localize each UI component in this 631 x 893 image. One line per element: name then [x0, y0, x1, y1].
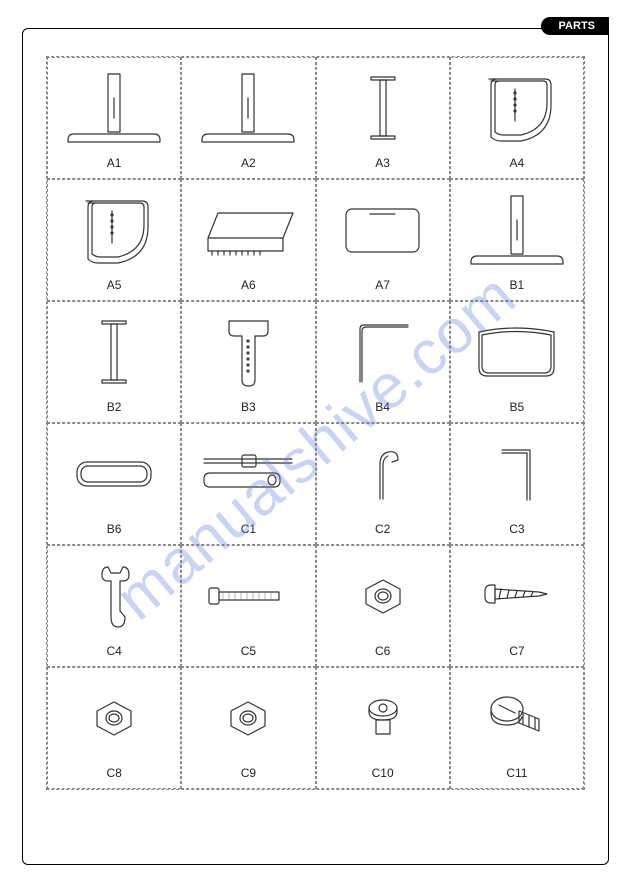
part-label: C5 — [241, 644, 256, 658]
part-label: B3 — [241, 400, 256, 414]
part-cell-c1: C1 — [181, 423, 315, 545]
part-label: B2 — [107, 400, 122, 414]
part-label: B6 — [107, 522, 122, 536]
part-cell-c11: C11 — [450, 667, 584, 789]
roundrect-icon — [321, 186, 445, 274]
bigbolt-icon — [455, 674, 579, 762]
plate-icon — [52, 430, 176, 518]
part-cell-b4: B4 — [316, 301, 450, 423]
part-cell-a2: A2 — [181, 57, 315, 179]
bolt-icon — [186, 552, 310, 640]
part-cell-c10: C10 — [316, 667, 450, 789]
part-cell-c9: C9 — [181, 667, 315, 789]
shelf-icon — [186, 186, 310, 274]
part-label: A4 — [510, 156, 525, 170]
part-cell-c7: C7 — [450, 545, 584, 667]
part-cell-a3: A3 — [316, 57, 450, 179]
part-label: C8 — [106, 766, 121, 780]
parts-tab: PARTS — [541, 17, 609, 35]
parts-grid: A1 A2 A3 A4 A5 — [46, 56, 585, 790]
part-label: C1 — [241, 522, 256, 536]
part-label: B4 — [375, 400, 390, 414]
part-cell-a7: A7 — [316, 179, 450, 301]
part-label: C4 — [106, 644, 121, 658]
tongue-icon — [186, 308, 310, 396]
part-label: C9 — [241, 766, 256, 780]
part-cell-c4: C4 — [47, 545, 181, 667]
part-label: A6 — [241, 278, 256, 292]
hexnut-icon — [321, 552, 445, 640]
tstand-icon — [52, 64, 176, 152]
part-cell-c5: C5 — [181, 545, 315, 667]
tstand-icon — [186, 64, 310, 152]
part-cell-b6: B6 — [47, 423, 181, 545]
part-label: C3 — [509, 522, 524, 536]
part-cell-a4: A4 — [450, 57, 584, 179]
part-label: C10 — [372, 766, 394, 780]
part-cell-a5: A5 — [47, 179, 181, 301]
ibeam-icon — [321, 64, 445, 152]
tstand-icon — [455, 186, 579, 274]
part-cell-b2: B2 — [47, 301, 181, 423]
sidepanel-icon — [455, 64, 579, 152]
wrench-icon — [52, 552, 176, 640]
board-icon — [455, 308, 579, 396]
ibeam-icon — [52, 308, 176, 396]
screw-icon — [455, 552, 579, 640]
part-label: A1 — [107, 156, 122, 170]
part-label: C2 — [375, 522, 390, 536]
bentrod-icon — [321, 308, 445, 396]
hook-icon — [321, 430, 445, 518]
part-label: A5 — [107, 278, 122, 292]
part-cell-c2: C2 — [316, 423, 450, 545]
handle-icon — [186, 430, 310, 518]
part-cell-a6: A6 — [181, 179, 315, 301]
part-cell-b3: B3 — [181, 301, 315, 423]
part-cell-b5: B5 — [450, 301, 584, 423]
part-cell-c3: C3 — [450, 423, 584, 545]
shortbolt-icon — [321, 674, 445, 762]
part-cell-c6: C6 — [316, 545, 450, 667]
part-cell-a1: A1 — [47, 57, 181, 179]
part-cell-c8: C8 — [47, 667, 181, 789]
part-label: A3 — [375, 156, 390, 170]
hexnut-icon — [186, 674, 310, 762]
part-label: C11 — [506, 766, 527, 780]
part-label: B1 — [510, 278, 525, 292]
part-label: B5 — [510, 400, 525, 414]
part-label: A7 — [375, 278, 390, 292]
allen-icon — [455, 430, 579, 518]
sidepanel-icon — [52, 186, 176, 274]
part-label: C6 — [375, 644, 390, 658]
part-label: A2 — [241, 156, 256, 170]
hexnut-icon — [52, 674, 176, 762]
part-label: C7 — [509, 644, 524, 658]
part-cell-b1: B1 — [450, 179, 584, 301]
